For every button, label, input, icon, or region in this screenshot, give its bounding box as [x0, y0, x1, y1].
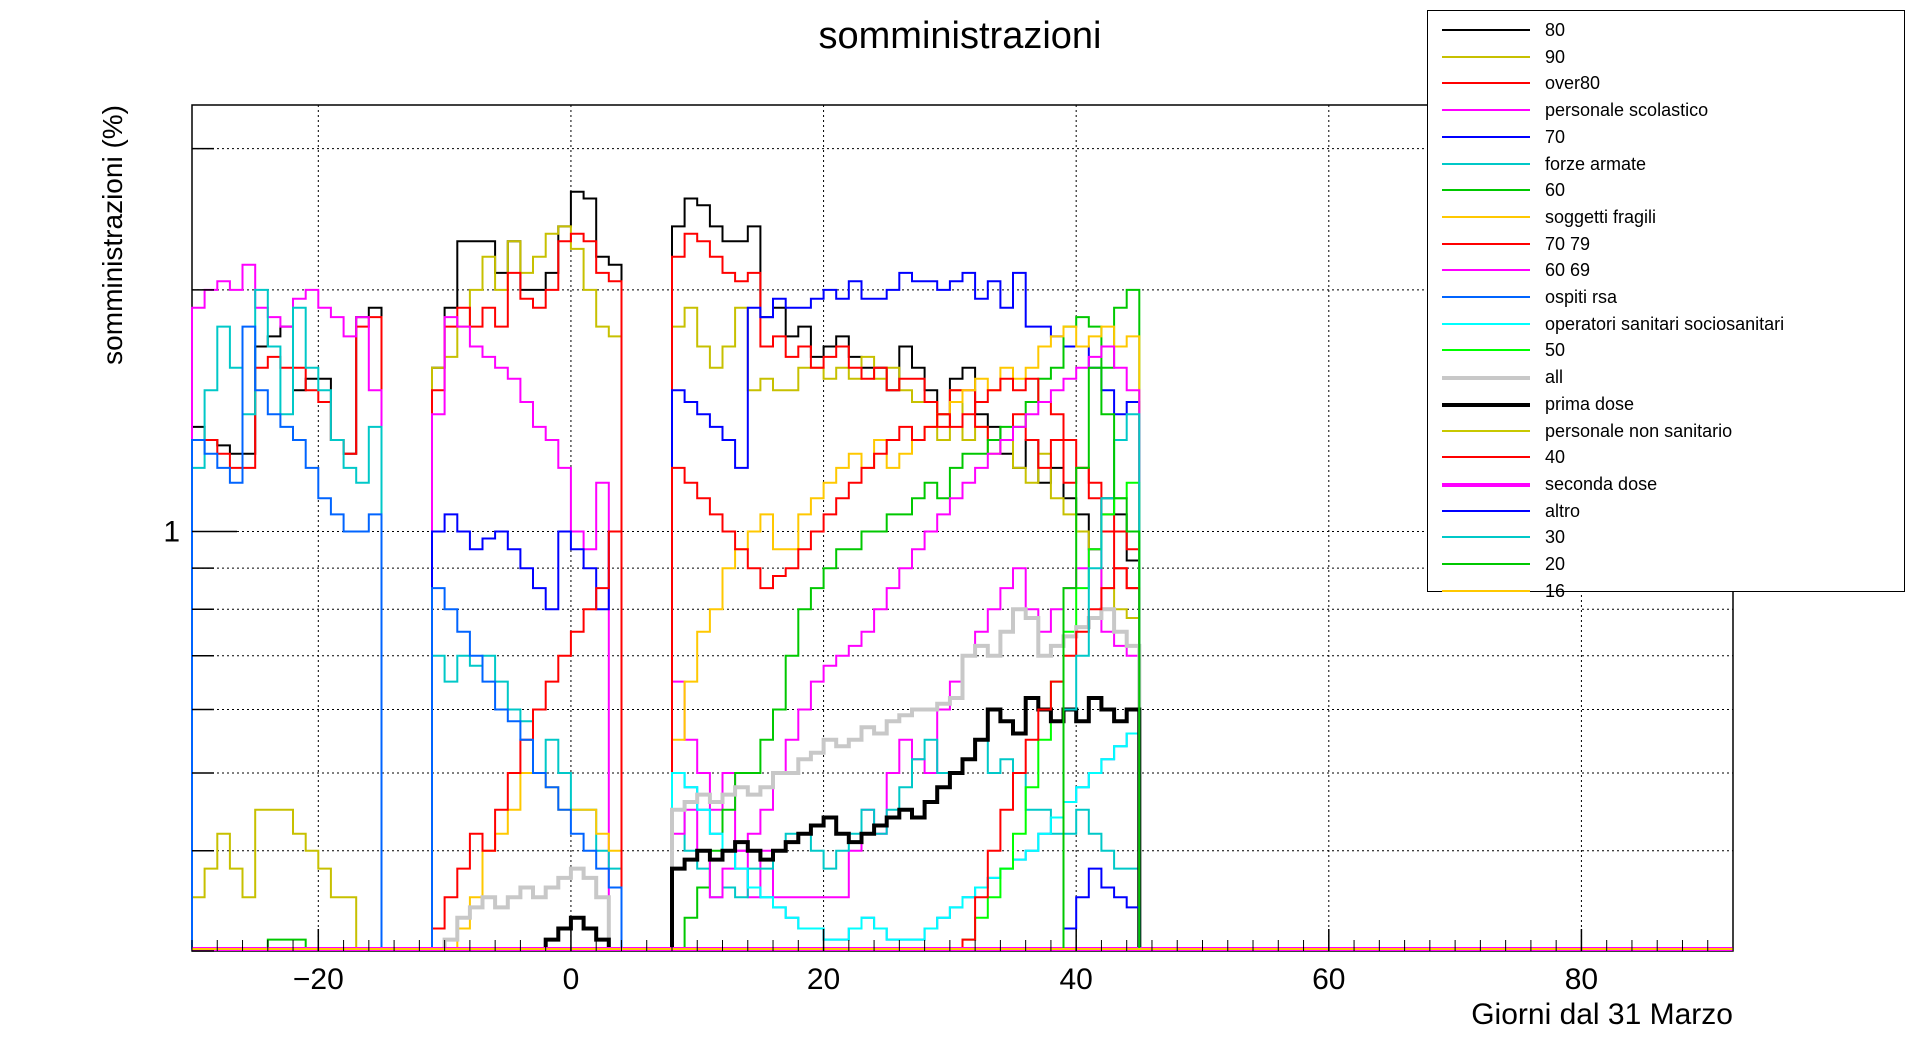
legend-swatch — [1442, 109, 1530, 112]
legend-swatch — [1442, 82, 1530, 85]
legend-label: 30 — [1545, 527, 1566, 548]
y-axis-label: somministrazioni (%) — [97, 105, 128, 365]
legend-item: seconda dose — [1428, 471, 1904, 498]
legend-swatch — [1442, 349, 1530, 352]
legend-item: over80 — [1428, 70, 1904, 97]
legend-label: personale non sanitario — [1545, 420, 1733, 441]
legend-swatch — [1442, 456, 1530, 459]
legend-item: 50 — [1428, 337, 1904, 364]
legend-swatch — [1442, 189, 1530, 192]
legend-label: 90 — [1545, 46, 1566, 67]
legend-item: 90 — [1428, 44, 1904, 71]
legend-swatch — [1442, 429, 1530, 432]
legend-item: 80 — [1428, 17, 1904, 44]
legend-swatch — [1442, 589, 1530, 592]
y-tick-label: 1 — [163, 515, 180, 548]
legend-swatch — [1442, 322, 1530, 325]
legend-swatch — [1442, 29, 1530, 31]
legend-label: operatori sanitari sociosanitari — [1545, 313, 1785, 334]
legend-swatch — [1442, 509, 1530, 512]
series-line — [1062, 867, 1141, 949]
legend-swatch — [1442, 55, 1530, 58]
legend-swatch — [1442, 563, 1530, 565]
legend-label: 40 — [1545, 447, 1566, 468]
legend-label: soggetti fragili — [1545, 206, 1657, 227]
series-line — [1062, 366, 1141, 949]
legend-label: forze armate — [1545, 153, 1647, 174]
legend-swatch — [1442, 269, 1530, 272]
legend-item: 20 — [1428, 551, 1904, 578]
legend-item: 70 79 — [1428, 231, 1904, 258]
legend: 80 90 over80 personale scolastico 70 forze ar… — [1427, 10, 1905, 601]
legend-item: 40 — [1428, 444, 1904, 471]
chart-title: somministrazioni — [819, 15, 1102, 57]
legend-label: over80 — [1545, 73, 1601, 94]
series-line — [961, 567, 1141, 949]
legend-item: forze armate — [1428, 151, 1904, 178]
legend-item: 60 — [1428, 177, 1904, 204]
x-tick-label: 80 — [1565, 963, 1598, 996]
x-axis: −20 0 20 40 60 80 — [191, 929, 1734, 996]
legend-label: altro — [1545, 500, 1581, 521]
legend-label: 70 — [1545, 126, 1566, 147]
y-axis: 1 — [163, 147, 237, 952]
legend-item: altro — [1428, 498, 1904, 525]
legend-label: seconda dose — [1545, 473, 1658, 494]
series-line — [191, 263, 1141, 949]
legend-label: all — [1545, 367, 1564, 388]
legend-label: personale scolastico — [1545, 100, 1709, 121]
legend-swatch — [1442, 482, 1530, 487]
legend-label: 60 — [1545, 180, 1566, 201]
legend-item: 30 — [1428, 524, 1904, 551]
legend-item: 70 — [1428, 124, 1904, 151]
x-tick-label: −20 — [293, 963, 344, 996]
legend-item: 60 69 — [1428, 257, 1904, 284]
series-line — [191, 190, 1141, 949]
legend-swatch — [1442, 242, 1530, 245]
legend-label: 16 — [1545, 580, 1566, 601]
series-line — [191, 225, 1141, 949]
series-line — [1062, 413, 1141, 949]
legend-label: 50 — [1545, 340, 1566, 361]
x-tick-label: 0 — [563, 963, 580, 996]
series-layer — [191, 190, 1733, 951]
legend-swatch — [1442, 296, 1530, 298]
legend-swatch — [1442, 402, 1530, 407]
legend-item: prima dose — [1428, 391, 1904, 418]
series-line — [191, 325, 1141, 949]
legend-swatch — [1442, 536, 1530, 539]
x-tick-label: 20 — [807, 963, 840, 996]
legend-label: 70 79 — [1545, 233, 1591, 254]
x-axis-label: Giorni dal 31 Marzo — [1471, 998, 1733, 1031]
x-tick-label: 40 — [1059, 963, 1092, 996]
legend-item: ospiti rsa — [1428, 284, 1904, 311]
x-tick-label: 60 — [1312, 963, 1345, 996]
legend-swatch — [1442, 135, 1530, 138]
legend-item: operatori sanitari sociosanitari — [1428, 311, 1904, 338]
legend-item: soggetti fragili — [1428, 204, 1904, 231]
legend-swatch — [1442, 162, 1530, 165]
legend-label: prima dose — [1545, 393, 1635, 414]
legend-item: personale scolastico — [1428, 97, 1904, 124]
legend-item: 16 — [1428, 578, 1904, 605]
legend-item: personale non sanitario — [1428, 418, 1904, 445]
legend-label: ospiti rsa — [1545, 287, 1618, 307]
legend-swatch — [1442, 376, 1530, 381]
legend-label: 20 — [1545, 554, 1566, 574]
legend-label: 80 — [1545, 20, 1566, 40]
series-line — [671, 732, 1141, 949]
legend-item: all — [1428, 364, 1904, 391]
legend-label: 60 69 — [1545, 260, 1591, 281]
legend-swatch — [1442, 215, 1530, 218]
series-line — [671, 345, 1141, 949]
series-line — [191, 232, 1141, 949]
